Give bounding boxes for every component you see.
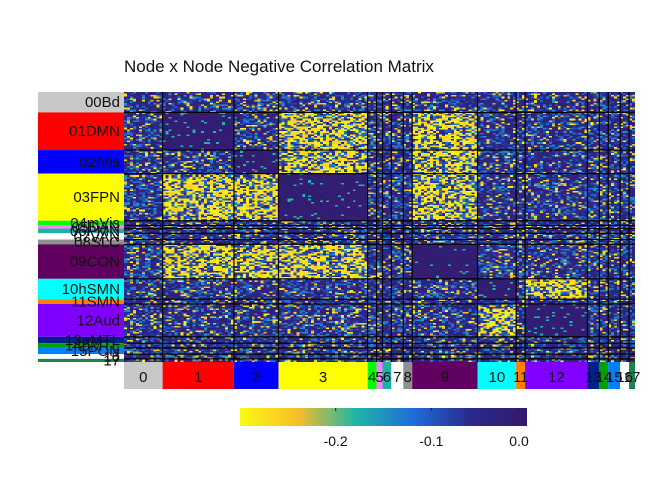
- column-network-band: [124, 362, 163, 389]
- column-network-label: 12: [548, 369, 565, 386]
- row-network-label: 13aMTL: [65, 332, 120, 349]
- row-network-band: [38, 92, 124, 113]
- row-network-band: [38, 303, 124, 337]
- column-network-band: [587, 362, 600, 389]
- row-network-label: 16: [103, 349, 120, 366]
- column-network-label: 15: [606, 369, 623, 386]
- column-network-band: [608, 362, 621, 389]
- column-network-band: [599, 362, 609, 389]
- row-network-band: [38, 358, 124, 362]
- column-network-band: [391, 362, 404, 389]
- column-network-label: 7: [393, 369, 401, 386]
- row-network-label: 00Bd: [85, 94, 120, 111]
- row-network-label: 17: [103, 352, 120, 369]
- row-network-label: 01DMN: [69, 123, 120, 140]
- row-network-label: 08SLC: [74, 234, 120, 251]
- column-network-band: [629, 362, 635, 389]
- row-network-label: 07VAN: [74, 228, 120, 245]
- column-network-label: 2: [252, 369, 260, 386]
- column-network-label: 10: [489, 369, 506, 386]
- colorbar-tick-label: -0.2: [324, 433, 348, 449]
- column-network-label: 5: [375, 369, 383, 386]
- row-network-label: 15PON: [71, 343, 120, 360]
- row-network-band: [38, 343, 124, 348]
- column-network-label: 3: [319, 369, 327, 386]
- column-network-label: 9: [441, 369, 449, 386]
- row-network-band: [38, 299, 124, 304]
- row-network-band: [38, 112, 124, 151]
- row-network-labels: 00Bd 01DMN 02lVis 03FPN 04mVis05DAN06PMN07VA…: [38, 92, 124, 369]
- column-network-band: [525, 362, 588, 389]
- colorbar: -0.2 -0.1 0.0: [240, 408, 529, 449]
- row-network-label: 14pMTL: [65, 338, 120, 355]
- row-network-band: [38, 239, 124, 245]
- colorbar-tick-label: 0.0: [509, 433, 529, 449]
- row-network-band: [38, 150, 124, 174]
- row-network-band: [38, 278, 124, 300]
- column-network-label: 0: [139, 369, 147, 386]
- column-network-band: [376, 362, 383, 389]
- row-network-band: [38, 347, 124, 355]
- column-network-band: [233, 362, 279, 389]
- column-network-band: [412, 362, 478, 389]
- column-network-label: 6: [383, 369, 391, 386]
- column-network-band: [477, 362, 517, 389]
- column-network-band: [620, 362, 630, 389]
- chart-title: Node x Node Negative Correlation Matrix: [124, 57, 434, 76]
- column-network-label: 11: [513, 369, 529, 386]
- row-network-label: 05DAN: [72, 219, 120, 236]
- column-network-label: 17: [624, 369, 641, 386]
- row-network-band: [38, 336, 124, 344]
- column-network-label: 1: [194, 369, 202, 386]
- row-network-label: 09CON: [70, 254, 120, 271]
- colorbar-gradient: [240, 408, 527, 426]
- row-network-band: [38, 233, 124, 240]
- correlation-matrix: [124, 92, 635, 362]
- row-network-band: [38, 173, 124, 221]
- row-network-label: 12Aud: [77, 312, 120, 329]
- colorbar-tick-label: -0.1: [419, 433, 443, 449]
- column-network-band: [403, 362, 413, 389]
- row-network-label: 03FPN: [73, 189, 120, 206]
- column-network-label: 4: [368, 369, 376, 386]
- column-network-label: 14: [595, 369, 612, 386]
- column-network-band: [162, 362, 234, 389]
- column-network-label: 13: [585, 369, 602, 386]
- column-network-band: [278, 362, 368, 389]
- column-network-band: [382, 362, 392, 389]
- row-network-band: [38, 225, 124, 229]
- row-network-band: [38, 220, 124, 226]
- row-network-band: [38, 228, 124, 234]
- row-network-label: 04mVis: [70, 215, 120, 232]
- row-network-label: 10hSMN: [62, 281, 120, 298]
- row-network-band: [38, 244, 124, 279]
- row-network-label: 11SMN: [71, 294, 120, 311]
- column-network-label: 8: [404, 369, 412, 386]
- column-network-label: 16: [616, 369, 633, 386]
- row-network-label: 02lVis: [79, 154, 120, 171]
- column-network-band: [516, 362, 526, 389]
- row-network-band: [38, 354, 124, 359]
- row-network-label: 06PMN: [70, 223, 120, 240]
- column-network-band: [367, 362, 377, 389]
- matrix-cells: [124, 92, 635, 362]
